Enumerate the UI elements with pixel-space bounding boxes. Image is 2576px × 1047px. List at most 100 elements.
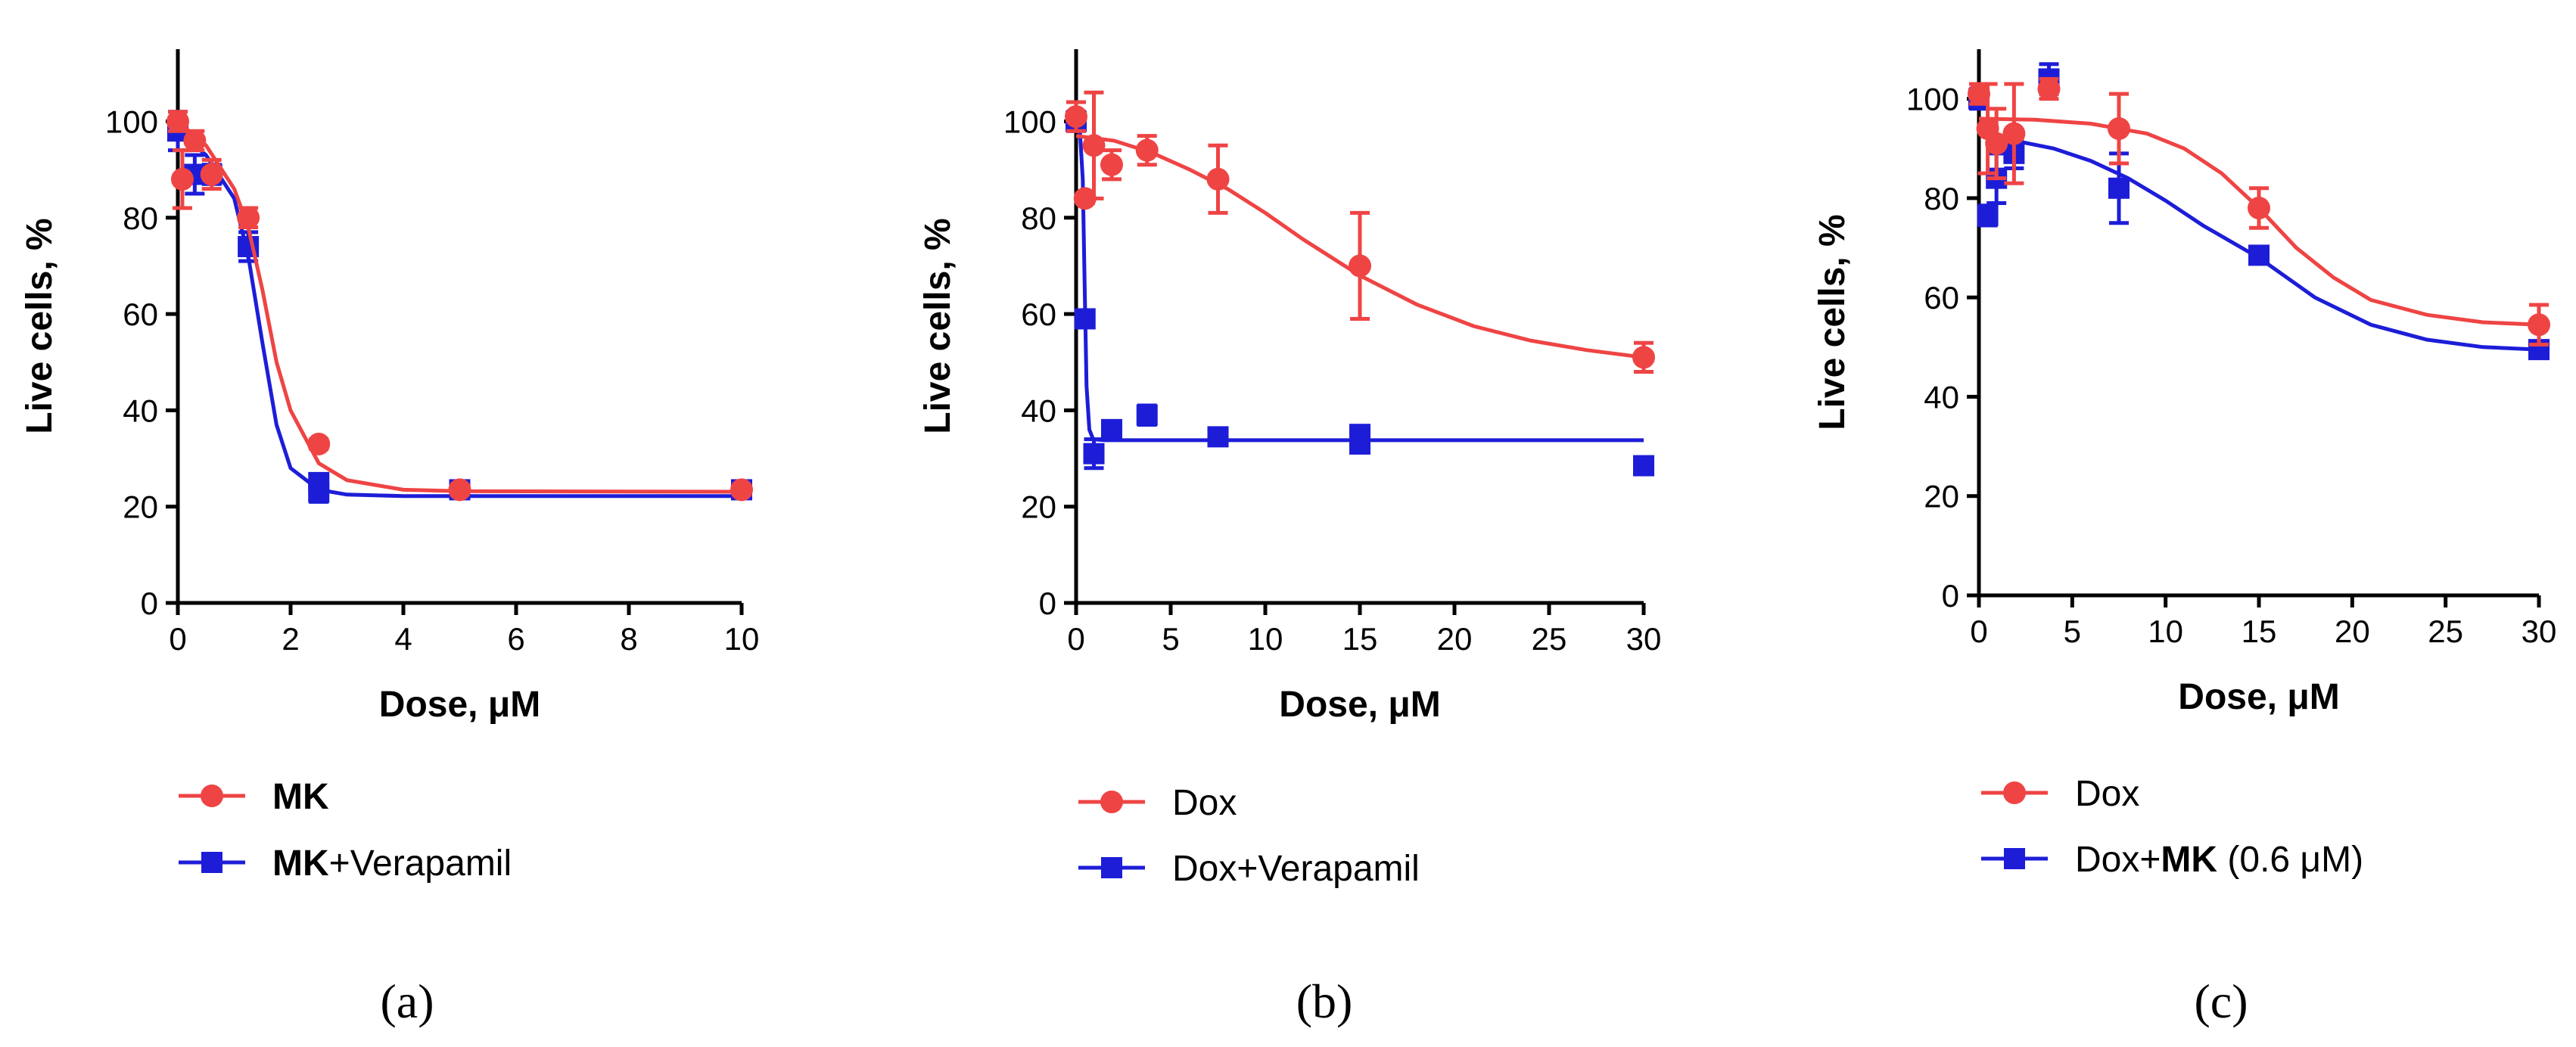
- x-axis-title: Dose, μM: [1279, 685, 1440, 725]
- x-tick-label: 25: [1532, 621, 1567, 657]
- y-tick-label: 20: [123, 489, 158, 525]
- data-point: [200, 163, 223, 186]
- data-point: [2002, 122, 2026, 145]
- legend-marker: [201, 784, 223, 807]
- y-tick-label: 20: [1924, 479, 1959, 514]
- data-point: [1074, 308, 1096, 330]
- legend-marker: [1100, 791, 1123, 813]
- data-point: [448, 478, 471, 502]
- y-tick-label: 0: [1942, 578, 1959, 614]
- series-red: [166, 110, 753, 502]
- x-tick-label: 0: [169, 621, 186, 657]
- y-tick-label: 0: [1039, 586, 1056, 621]
- series-blue: [167, 110, 752, 504]
- y-axis-title: Live cells, %: [918, 218, 958, 434]
- x-tick-label: 5: [2064, 614, 2081, 649]
- data-point: [2248, 197, 2270, 220]
- x-tick-label: 5: [1162, 621, 1179, 657]
- panel-label-c: (c): [2194, 974, 2248, 1028]
- data-point: [183, 129, 207, 152]
- data-point: [1985, 132, 2008, 155]
- y-tick-label: 100: [1906, 82, 1959, 117]
- y-tick-label: 80: [1924, 181, 1959, 216]
- data-point: [1207, 426, 1229, 448]
- panel-a-chart: (a) 0 20 40 60 80 100 0 2 4 6 8 10 Dose, μM Live cell…: [20, 49, 759, 1028]
- legend-label: Dox+MK (0.6 μM): [2075, 840, 2363, 880]
- x-tick-label: 10: [724, 621, 760, 657]
- x-tick-label: 20: [1437, 621, 1473, 657]
- x-axis-title: Dose, μM: [2178, 677, 2339, 717]
- y-tick-label: 60: [1924, 280, 1959, 315]
- legend-marker: [2004, 848, 2025, 869]
- data-point: [1135, 138, 1159, 162]
- data-point: [1065, 105, 1087, 129]
- x-tick-label: 25: [2428, 614, 2463, 649]
- panel-label-a: (a): [380, 974, 434, 1028]
- x-tick-label: 30: [2522, 614, 2557, 649]
- panel-b-chart: (b) 0 20 40 60 80 100 0 5 10 15 20 25 30 Dose, μM Live…: [918, 49, 1661, 1028]
- x-tick-label: 0: [1067, 621, 1084, 657]
- data-point: [1632, 346, 1655, 369]
- legend-item: Dox+MK (0.6 μM): [1981, 840, 2363, 880]
- data-point: [2108, 117, 2130, 141]
- y-tick-label: 80: [123, 200, 158, 236]
- x-tick-label: 10: [1248, 621, 1283, 657]
- legend-item: MK: [179, 777, 329, 817]
- y-tick-label: 40: [123, 393, 158, 428]
- y-axis-title: Live cells, %: [1812, 214, 1853, 430]
- x-tick-label: 4: [394, 621, 412, 657]
- data-point: [237, 206, 260, 229]
- legend-label: Dox: [1172, 783, 1237, 823]
- legend-marker: [2003, 781, 2026, 804]
- series-red: [1065, 90, 1655, 374]
- data-point: [2108, 177, 2130, 199]
- legend-item: Dox: [1078, 783, 1237, 823]
- legend-item: Dox: [1981, 774, 2139, 814]
- x-tick-label: 15: [2242, 614, 2277, 649]
- x-axis-title: Dose, μM: [379, 685, 540, 725]
- data-point: [1349, 254, 1371, 278]
- data-point: [170, 167, 194, 191]
- series-red: [1968, 76, 2550, 347]
- data-point: [1633, 455, 1654, 477]
- data-point: [1082, 134, 1106, 157]
- data-point: [1977, 204, 1999, 226]
- legend-label: Dox+Verapamil: [1172, 849, 1420, 889]
- data-point: [166, 110, 189, 133]
- data-point: [1206, 167, 1230, 191]
- data-point: [1136, 404, 1158, 426]
- data-point: [1101, 418, 1122, 440]
- legend-label: MK: [272, 777, 329, 817]
- legend-marker: [201, 852, 222, 873]
- x-tick-label: 2: [282, 621, 299, 657]
- data-point: [1083, 443, 1105, 464]
- data-point: [308, 471, 330, 493]
- y-tick-label: 60: [123, 297, 158, 332]
- y-tick-label: 100: [1003, 104, 1056, 139]
- x-tick-label: 15: [1342, 621, 1378, 657]
- legend-item: Dox+Verapamil: [1078, 849, 1420, 889]
- x-tick-label: 6: [507, 621, 524, 657]
- data-point: [1100, 153, 1123, 176]
- data-point: [307, 432, 331, 455]
- x-tick-label: 30: [1626, 621, 1662, 657]
- data-point: [2037, 77, 2061, 101]
- y-tick-label: 40: [1021, 393, 1056, 428]
- x-tick-label: 10: [2148, 614, 2183, 649]
- legend-label: MK+Verapamil: [272, 844, 512, 884]
- data-point: [2528, 313, 2550, 337]
- legend-marker: [1101, 857, 1122, 878]
- x-tick-label: 8: [620, 621, 637, 657]
- fit-curve: [176, 120, 742, 494]
- x-tick-label: 0: [1970, 614, 1987, 649]
- y-tick-label: 40: [1924, 379, 1959, 415]
- data-point: [1968, 82, 1990, 106]
- panel-label-b: (b): [1296, 974, 1353, 1028]
- legend-item: MK+Verapamil: [179, 844, 512, 884]
- data-point: [730, 478, 753, 502]
- data-point: [2248, 244, 2270, 266]
- panel-c-chart: (c) 0 20 40 60 80 100 0 5 10 15 20 25 30 Dose, μM Live…: [1812, 49, 2556, 1028]
- legend-label: Dox: [2075, 774, 2139, 814]
- x-tick-label: 20: [2335, 614, 2370, 649]
